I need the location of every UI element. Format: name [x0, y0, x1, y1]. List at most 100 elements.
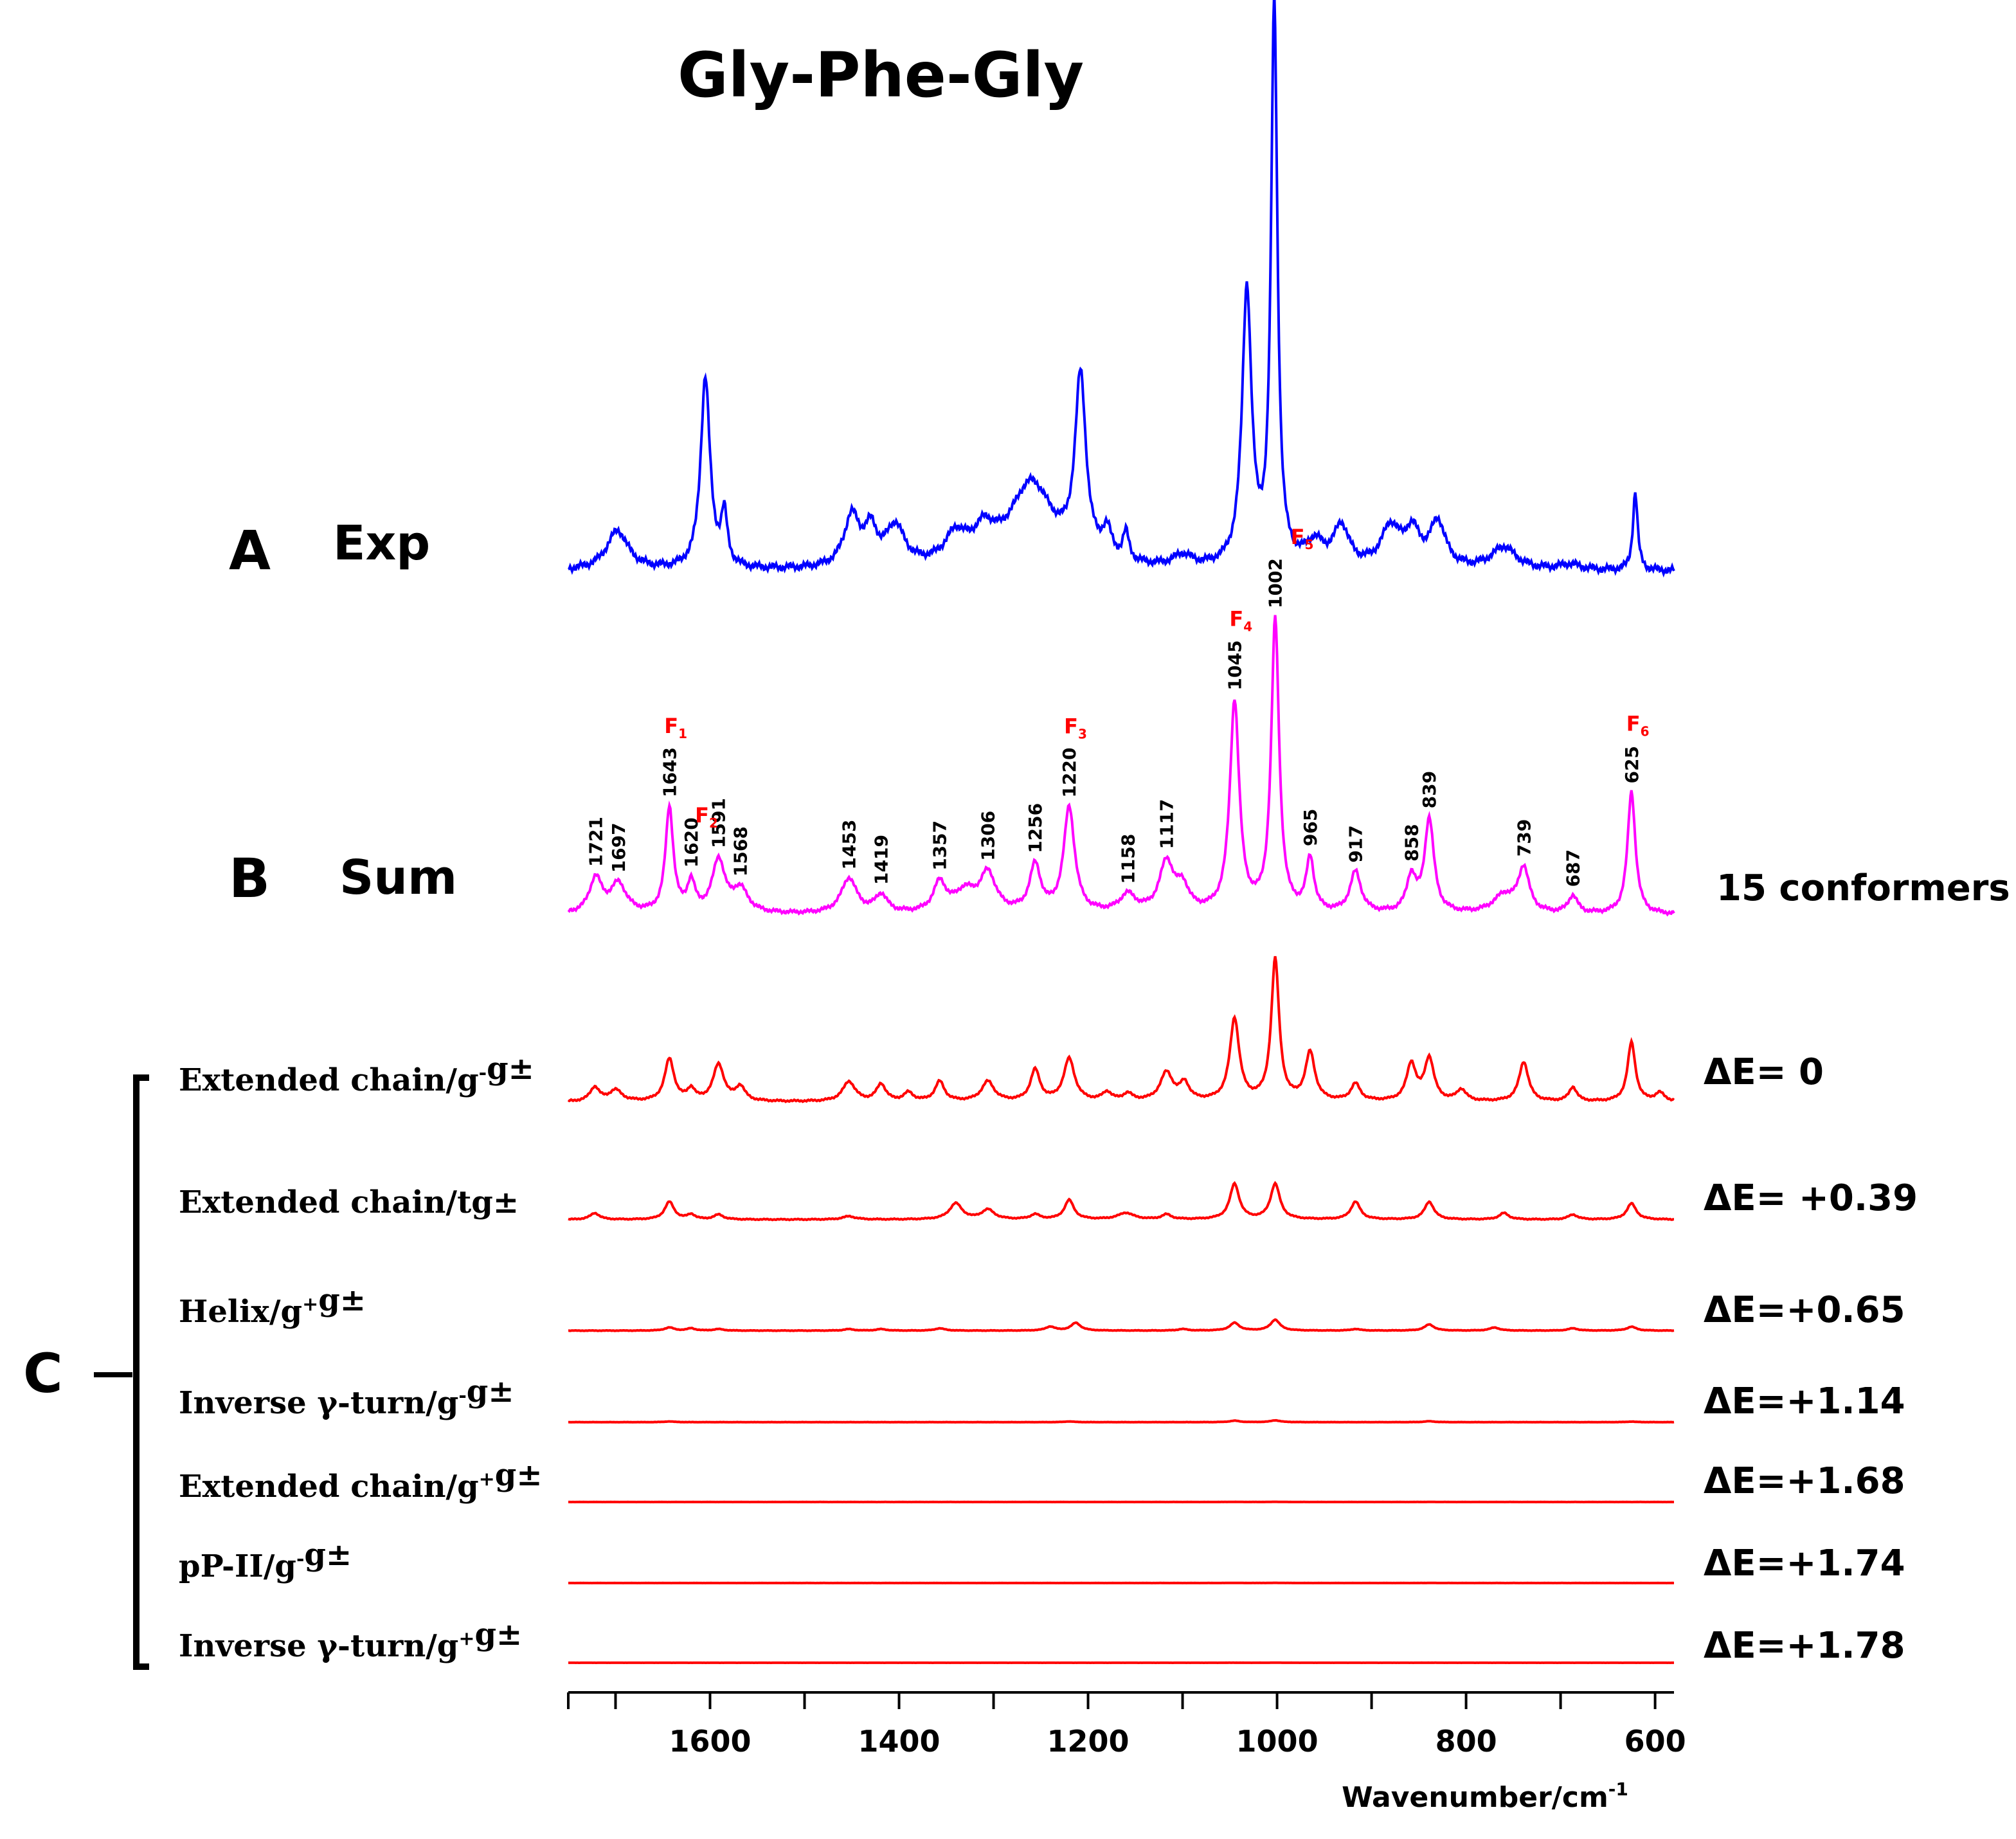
- spectra-layer: [567, 0, 1675, 1665]
- x-tick-label-1200: 1200: [1047, 1724, 1130, 1759]
- conformer-label-extended-chain-tg: Extended chain/tg±: [179, 1184, 519, 1220]
- panel-b-name: Sum: [339, 850, 457, 905]
- peak-label-1721: 1721: [586, 817, 607, 867]
- peak-label-858: 858: [1401, 824, 1422, 861]
- delta-e-label-7: ΔE=+1.78: [1704, 1625, 1905, 1667]
- conformer-label-part: g±: [474, 1617, 522, 1653]
- conformer-label-part: g±: [467, 1373, 514, 1409]
- f-marker-1: F1: [664, 714, 687, 741]
- x-tick-label-800: 800: [1436, 1724, 1497, 1759]
- series-line-inverse-turn-g-g: [568, 1418, 1675, 1424]
- conformer-label-part: g±: [304, 1537, 352, 1573]
- peak-label-839: 839: [1419, 771, 1440, 808]
- x-tick-label-1400: 1400: [858, 1724, 941, 1759]
- f-marker-subscript: 6: [1641, 724, 1650, 739]
- conformer-label-extended-chain-g-g: Extended chain/g-g±: [179, 1051, 534, 1098]
- conformer-label-part: Extended chain/g: [179, 1062, 479, 1098]
- conformer-label-part: Extended chain/g: [179, 1469, 479, 1505]
- conformer-label-extended-chain-g-g: Extended chain/g+g±: [179, 1457, 543, 1505]
- peak-label-687: 687: [1563, 849, 1584, 887]
- conformer-label-pp-ii-g-g: pP-II/g-g±: [179, 1537, 352, 1584]
- f-marker-6: F6: [1626, 712, 1650, 739]
- f-marker-3: F3: [1064, 714, 1087, 742]
- peak-label-739: 739: [1513, 819, 1534, 856]
- x-tick-label-600: 600: [1625, 1724, 1686, 1759]
- panel-c-letter: C: [23, 1342, 63, 1405]
- conformer-label-sup: -: [296, 1548, 304, 1570]
- chart-title: Gly-Phe-Gly: [678, 39, 1084, 111]
- conformer-label-helix-g-g: Helix/g+g±: [179, 1282, 366, 1330]
- x-axis-title-sup: -1: [1608, 1779, 1628, 1800]
- delta-e-label-4: ΔE=+1.14: [1704, 1381, 1905, 1422]
- peak-label-1045: 1045: [1224, 640, 1245, 691]
- conformer-label-part: Extended chain/tg±: [179, 1184, 519, 1220]
- series-line-sum: [567, 615, 1675, 917]
- x-tick-label-1600: 1600: [669, 1724, 751, 1759]
- peak-label-1591: 1591: [708, 798, 730, 848]
- conformer-label-sup: -: [479, 1062, 487, 1084]
- peak-label-965: 965: [1300, 809, 1321, 846]
- f-marker-letter: F: [1064, 714, 1078, 739]
- conformer-label-part: pP-II/g: [179, 1548, 296, 1584]
- conformer-label-part: g±: [495, 1457, 543, 1493]
- conformer-label-inverse-turn-g-g: Inverse γ-turn/g+g±: [179, 1617, 522, 1664]
- f-marker-letter: F: [1229, 607, 1243, 631]
- peak-label-1568: 1568: [730, 826, 752, 876]
- panel-a-name: Exp: [333, 516, 430, 571]
- panel-b-letter: B: [229, 847, 270, 910]
- f-marker-4: F4: [1229, 607, 1252, 635]
- peak-label-1306: 1306: [978, 811, 999, 861]
- peak-label-917: 917: [1346, 825, 1367, 862]
- x-axis: 1600 1400 1200 1000 800 600: [567, 1691, 1686, 1759]
- peak-label-1419: 1419: [871, 835, 892, 885]
- delta-e-label-6: ΔE=+1.74: [1704, 1543, 1905, 1584]
- f-marker-5: F5: [1291, 525, 1314, 552]
- delta-e-label-3: ΔE=+0.65: [1704, 1289, 1905, 1331]
- f-marker-subscript: 1: [678, 726, 687, 741]
- conformer-label-sup: -: [458, 1384, 466, 1407]
- peak-label-1220: 1220: [1059, 748, 1080, 798]
- conformer-label-sup: +: [302, 1293, 318, 1316]
- peak-label-1256: 1256: [1025, 803, 1046, 853]
- x-axis-title: Wavenumber/cm-1: [1342, 1779, 1628, 1814]
- peak-label-1357: 1357: [930, 820, 951, 871]
- panel-a-letter: A: [229, 519, 271, 582]
- conformer-label-part: g±: [487, 1051, 534, 1087]
- series-line-extended-chain-g-g: [567, 956, 1675, 1103]
- peak-label-1117: 1117: [1156, 799, 1178, 849]
- conformer-label-part: Inverse γ-turn/g: [179, 1385, 458, 1421]
- f-marker-subscript: 4: [1243, 619, 1252, 635]
- f-marker-letter: F: [1626, 712, 1641, 736]
- series-line-extended-chain-tg: [568, 1181, 1674, 1222]
- conformer-label-sup: +: [458, 1627, 474, 1650]
- f-marker-subscript: 5: [1304, 537, 1313, 552]
- delta-e-label-5: ΔE=+1.68: [1704, 1460, 1905, 1502]
- f-marker-2: F2: [695, 803, 718, 831]
- conformer-label-part: Helix/g: [179, 1294, 302, 1330]
- x-axis-title-text: Wavenumber/cm: [1342, 1781, 1608, 1814]
- conformer-label-part: Inverse γ-turn/g: [179, 1628, 458, 1664]
- f-marker-letter: F: [695, 803, 709, 828]
- x-tick-label-1000: 1000: [1236, 1724, 1318, 1759]
- peak-label-1002: 1002: [1265, 558, 1286, 608]
- conformer-label-sup: +: [479, 1468, 495, 1490]
- f-marker-subscript: 2: [709, 815, 718, 831]
- f-marker-letter: F: [664, 714, 678, 738]
- conformer-count-note: 15 conformers: [1716, 867, 2010, 909]
- conformer-label-inverse-turn-g-g: Inverse γ-turn/g-g±: [179, 1373, 514, 1421]
- delta-e-label-2: ΔE= +0.39: [1704, 1177, 1918, 1219]
- series-line-helix-g-g: [568, 1318, 1675, 1332]
- peak-label-1158: 1158: [1117, 834, 1138, 884]
- f-marker-subscript: 3: [1078, 727, 1087, 742]
- panel-c-bracket: [133, 1074, 149, 1670]
- peak-label-625: 625: [1621, 746, 1643, 783]
- series-line-exp: [568, 0, 1675, 578]
- peak-label-1453: 1453: [839, 820, 860, 870]
- delta-e-label-1: ΔE= 0: [1704, 1051, 1824, 1093]
- f-marker-letter: F: [1291, 525, 1305, 549]
- peak-label-1620: 1620: [681, 817, 702, 867]
- conformer-label-part: g±: [318, 1282, 366, 1318]
